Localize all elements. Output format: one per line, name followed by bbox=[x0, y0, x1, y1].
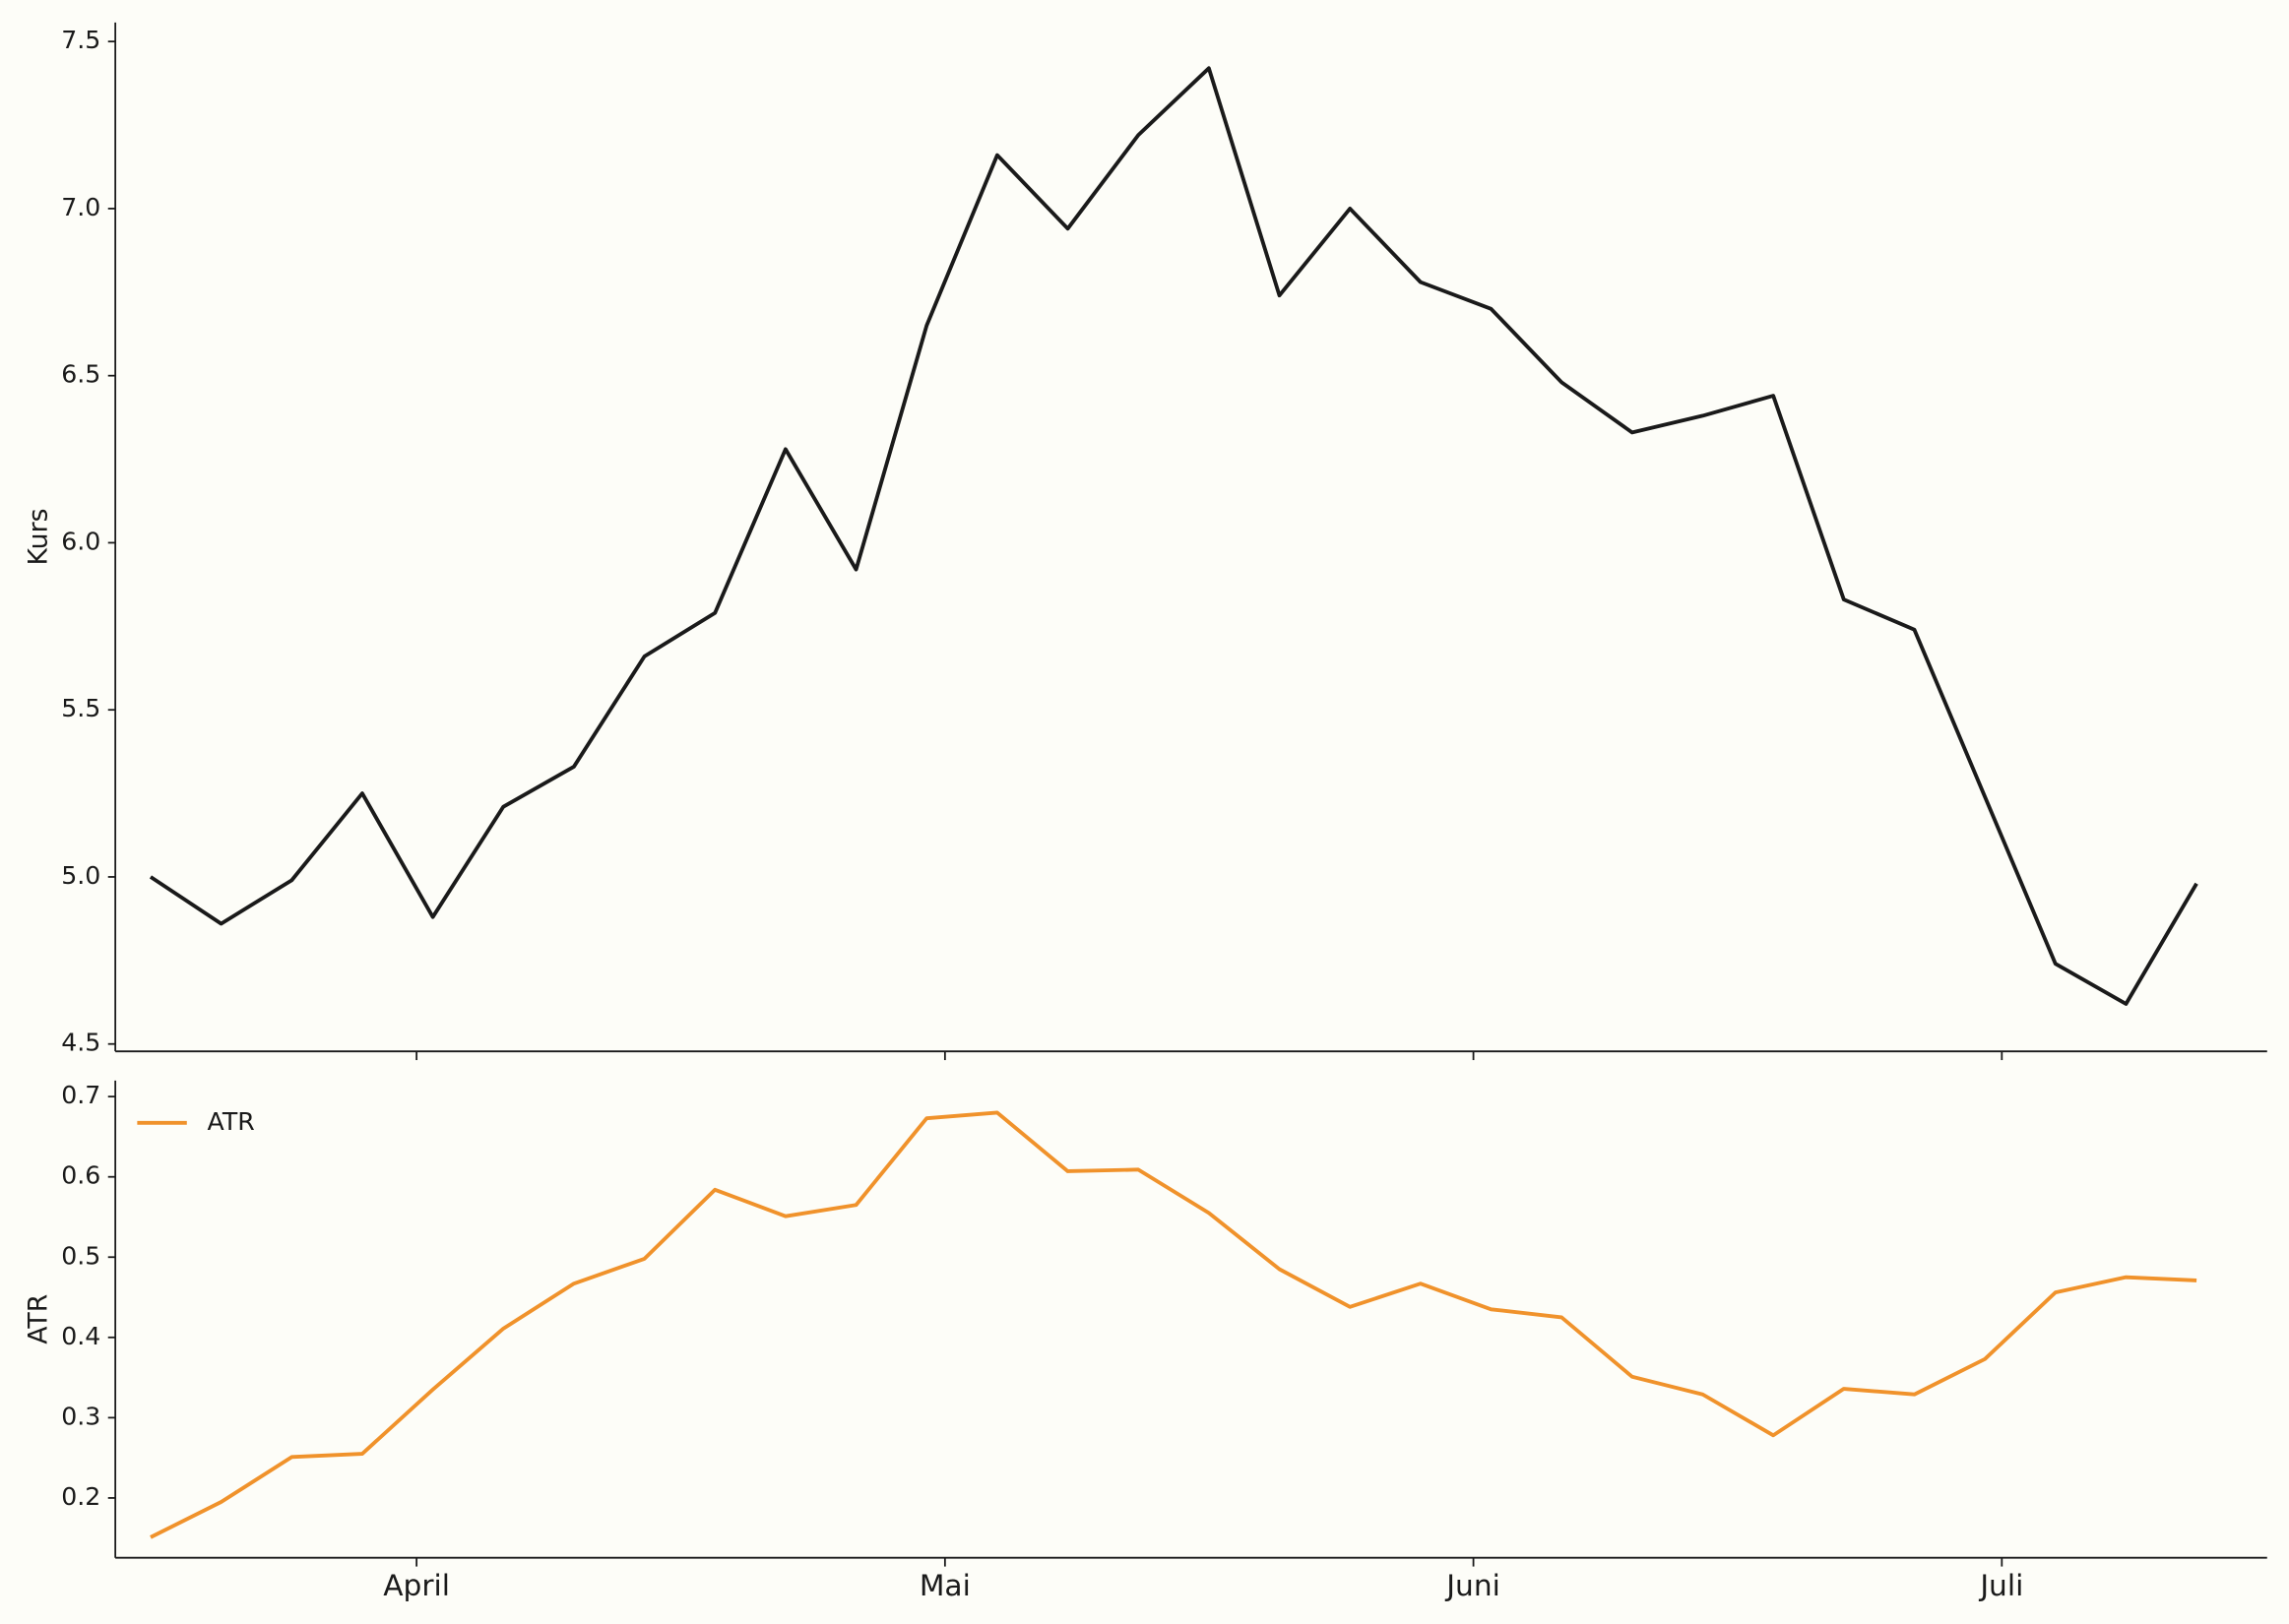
y-axis-label: ATR bbox=[24, 1294, 54, 1344]
y-tick-label: 6.5 bbox=[61, 360, 100, 389]
y-tick-label: 0.6 bbox=[61, 1161, 100, 1190]
y-tick-label: 0.4 bbox=[61, 1322, 100, 1350]
line-series bbox=[150, 1110, 2197, 1539]
y-tick-label: 5.5 bbox=[61, 694, 100, 722]
y-tick-label: 0.2 bbox=[61, 1482, 100, 1511]
y-tick-label: 0.3 bbox=[61, 1402, 100, 1430]
line-series bbox=[149, 66, 2198, 1006]
y-tick-label: 0.7 bbox=[61, 1081, 100, 1109]
x-tick-label: Juni bbox=[1444, 1568, 1500, 1602]
y-tick-label: 7.5 bbox=[61, 26, 100, 54]
y-axis-label: Kurs bbox=[24, 509, 54, 566]
y-tick-label: 7.0 bbox=[61, 193, 100, 221]
y-tick-label: 5.0 bbox=[61, 861, 100, 890]
x-tick-label: April bbox=[383, 1568, 450, 1602]
x-tick-label: Juli bbox=[1978, 1568, 2023, 1602]
y-tick-label: 6.0 bbox=[61, 527, 100, 555]
y-tick-label: 0.5 bbox=[61, 1241, 100, 1270]
x-tick-label: Mai bbox=[920, 1568, 971, 1602]
y-tick-label: 4.5 bbox=[61, 1029, 100, 1057]
legend-label: ATR bbox=[208, 1107, 255, 1136]
